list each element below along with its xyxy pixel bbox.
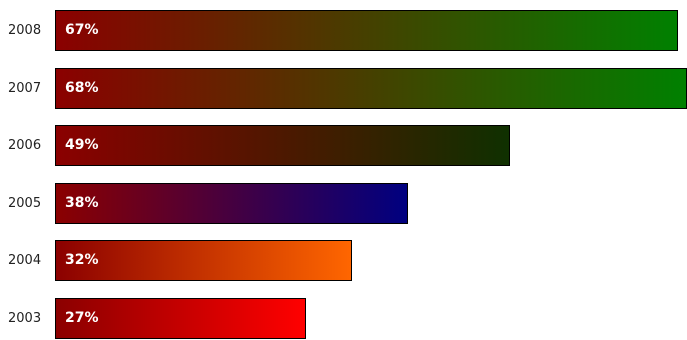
bar-row-2005: 2005 38%	[0, 182, 687, 225]
bar-2003: 27%	[55, 298, 306, 339]
bar-row-2004: 2004 32%	[0, 240, 687, 282]
data-label: 68%	[65, 79, 99, 96]
data-label: 67%	[65, 22, 99, 38]
category-label: 2007	[8, 80, 42, 96]
bar-2006: 49%	[55, 125, 510, 167]
bar-row-2008: 2008 67%	[0, 10, 687, 52]
bar-2004: 32%	[55, 240, 352, 282]
bar-row-2006: 2006 49%	[0, 125, 687, 167]
category-label: 2008	[8, 23, 42, 38]
bar-2005: 38%	[55, 182, 408, 224]
data-label: 38%	[65, 194, 99, 211]
data-label: 27%	[65, 310, 99, 326]
category-label: 2004	[8, 253, 42, 269]
bar-2007: 68%	[55, 67, 687, 109]
category-label: 2005	[8, 195, 42, 211]
bar-2008: 67%	[55, 10, 678, 51]
category-label: 2006	[8, 138, 42, 154]
data-label: 49%	[65, 137, 99, 154]
category-label: 2003	[8, 311, 42, 326]
data-label: 32%	[65, 252, 99, 269]
bar-row-2007: 2007 68%	[0, 67, 687, 110]
